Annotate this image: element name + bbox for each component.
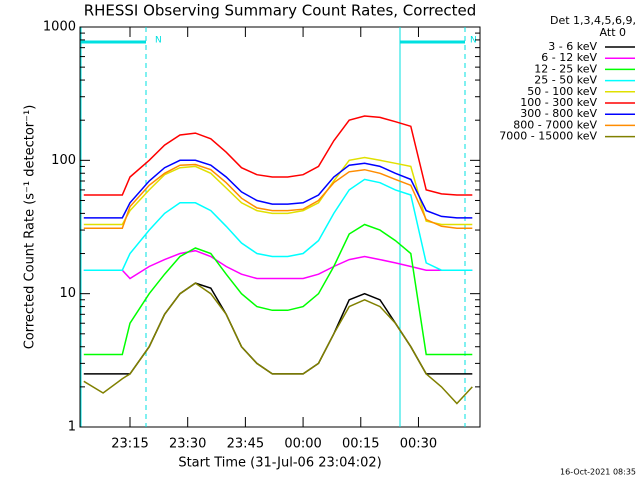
legend-label: 300 - 800 keV — [520, 107, 597, 120]
legend-title: Det 1,3,4,5,6,9, — [550, 14, 636, 27]
legend-label: 25 - 50 keV — [534, 74, 597, 87]
legend-label: 7000 - 15000 keV — [499, 130, 597, 143]
chart-title: RHESSI Observing Summary Count Rates, Co… — [84, 2, 477, 20]
x-tick-label: 23:45 — [227, 437, 264, 452]
series-line — [83, 178, 473, 271]
x-tick-label: 23:15 — [111, 437, 148, 452]
x-tick-label: 00:15 — [342, 437, 379, 452]
x-axis-label: Start Time (31-Jul-06 23:04:02) — [178, 456, 381, 471]
x-tick-label: 00:30 — [400, 437, 437, 452]
x-tick-label: 00:00 — [284, 437, 321, 452]
series-line — [83, 159, 473, 219]
legend-label: 12 - 25 keV — [534, 62, 597, 75]
legend-label: 800 - 7000 keV — [513, 118, 597, 131]
series-line — [83, 115, 473, 196]
y-axis-label: Corrected Count Rate (s⁻¹ detector⁻¹) — [23, 105, 38, 350]
x-tick-label: 23:30 — [169, 437, 206, 452]
series-line — [83, 163, 473, 229]
y-tick-label: 1000 — [43, 20, 76, 35]
legend-label: 6 - 12 keV — [541, 51, 597, 64]
series-line — [83, 223, 473, 356]
annotation: N — [470, 36, 477, 46]
plot-frame — [79, 26, 481, 428]
legend-label: 50 - 100 keV — [527, 85, 597, 98]
legend-title: Att 0 — [600, 26, 626, 39]
y-tick-label: 10 — [59, 286, 76, 301]
annotation: N — [155, 36, 162, 46]
series-line — [83, 249, 473, 280]
y-tick-label: 100 — [51, 153, 76, 168]
series-line — [83, 156, 473, 226]
plot-area — [83, 115, 473, 405]
footer: 16-Oct-2021 08:35 — [560, 468, 636, 477]
series-line — [83, 282, 473, 405]
y-tick-label: 1 — [68, 420, 76, 435]
legend-label: 3 - 6 keV — [548, 40, 597, 53]
legend-label: 100 - 300 keV — [520, 96, 597, 109]
